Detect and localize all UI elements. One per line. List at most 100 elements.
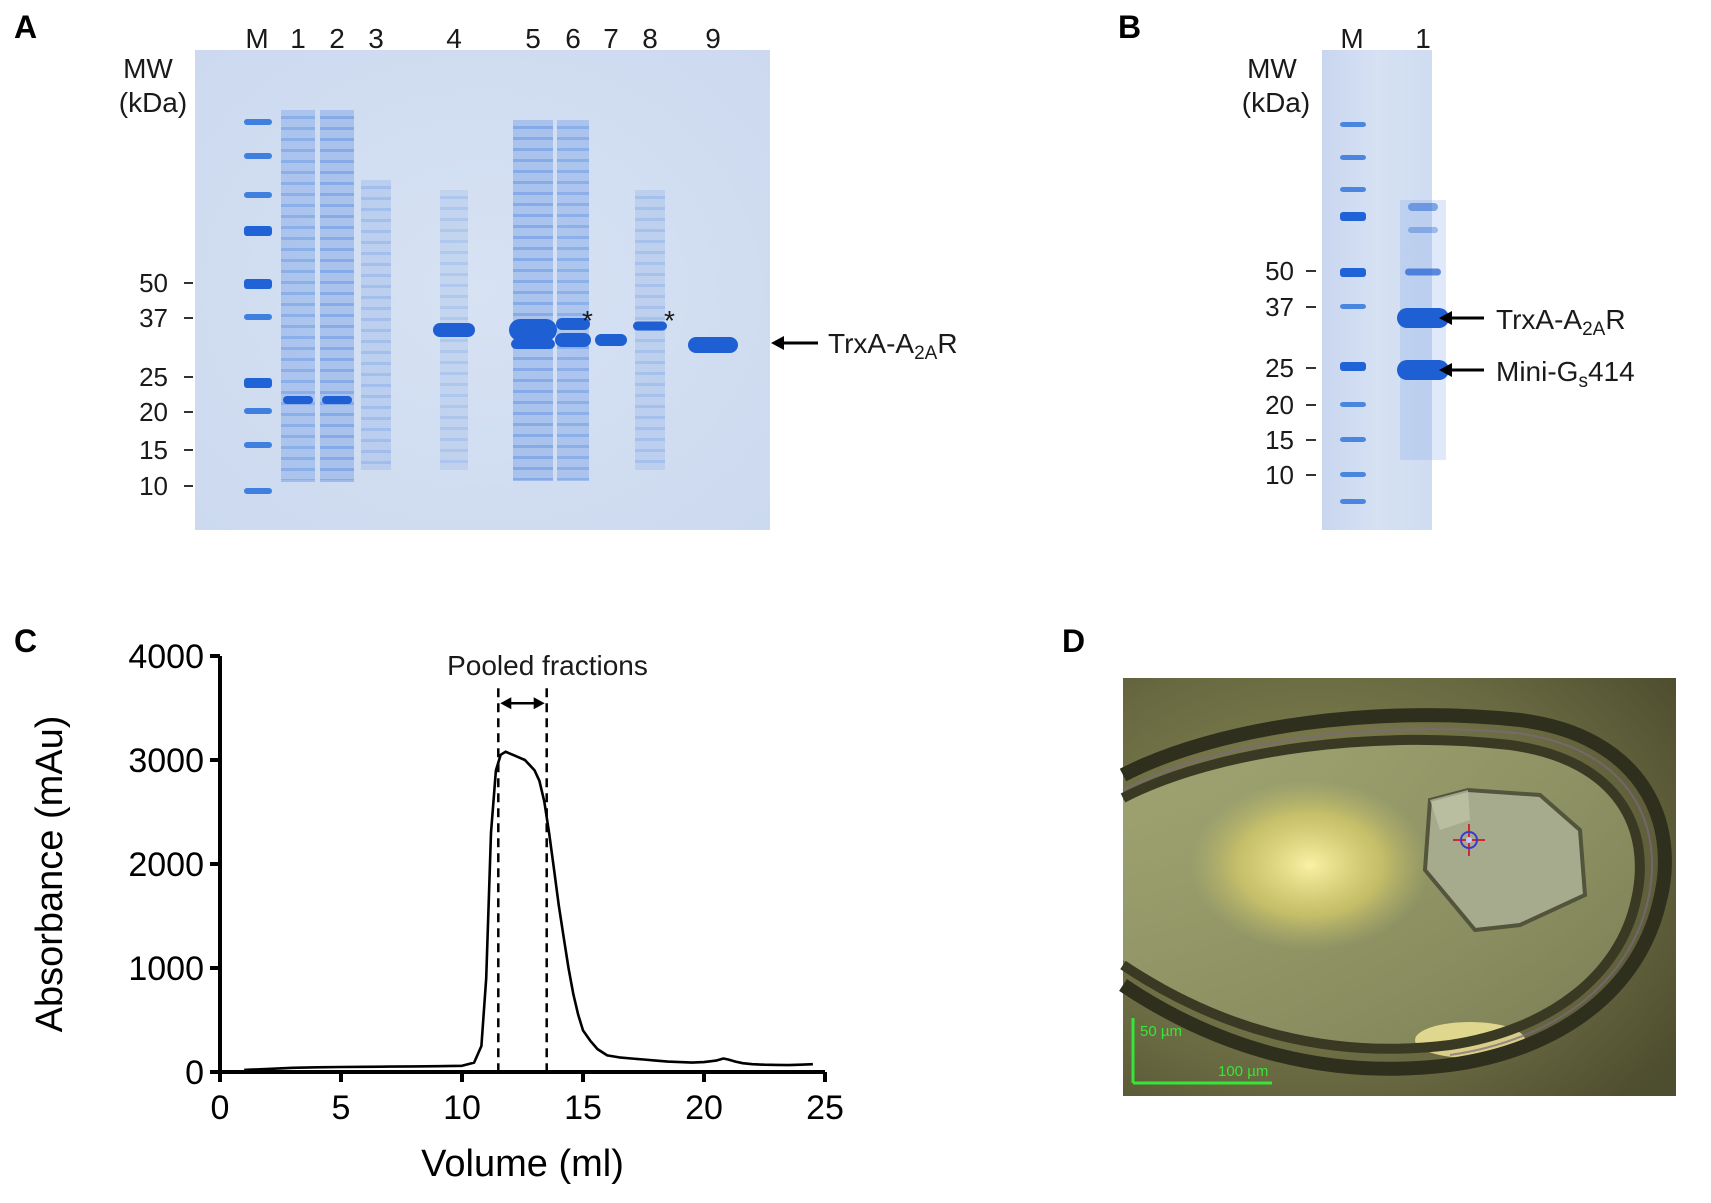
smear-band: [513, 313, 553, 316]
y-tick-label: 3000: [128, 742, 204, 780]
smear-band: [440, 306, 468, 309]
y-tick-label: 0: [185, 1054, 204, 1092]
smear-band: [320, 248, 354, 251]
smear-band: [557, 137, 589, 140]
smear-band: [635, 229, 665, 232]
ladder-band: [1340, 472, 1366, 477]
smear-band: [557, 346, 589, 349]
ladder-band: [1340, 437, 1366, 442]
lane-label-4: 4: [446, 23, 462, 54]
arrow-trxa-a: [771, 336, 818, 350]
smear-band: [361, 307, 391, 310]
mw-marker-15: 15: [139, 435, 168, 465]
smear-band: [440, 284, 468, 287]
smear-band: [320, 259, 354, 262]
crosshair-icon: [1453, 824, 1485, 856]
smear-band: [557, 357, 589, 360]
smear-band: [361, 208, 391, 211]
lane-smear: [320, 110, 354, 480]
smear-band: [635, 383, 665, 386]
ladder-band: [1340, 499, 1366, 504]
smear-band: [440, 460, 468, 463]
smear-band: [513, 478, 553, 481]
smear-band: [320, 193, 354, 196]
gel-a: [195, 50, 770, 530]
smear-band: [635, 218, 665, 221]
smear-band: [513, 302, 553, 305]
ladder-band: [1340, 362, 1366, 371]
smear-band: [440, 427, 468, 430]
ladder-band: [1340, 268, 1366, 277]
smear-band: [440, 372, 468, 375]
lane-label-1: 1: [290, 23, 306, 54]
smear-band: [320, 204, 354, 207]
smear-band: [635, 350, 665, 353]
smear-band: [513, 291, 553, 294]
smear-band: [320, 237, 354, 240]
gel-a-mw-label: MW: [123, 53, 173, 84]
smear-band: [513, 357, 553, 360]
smear-band: [320, 182, 354, 185]
smear-band: [440, 438, 468, 441]
smear-band: [440, 240, 468, 243]
protein-band: [1405, 268, 1441, 276]
protein-band: [1408, 203, 1438, 211]
smear-band: [361, 406, 391, 409]
smear-band: [281, 215, 315, 218]
smear-band: [513, 192, 553, 195]
smear-band: [320, 292, 354, 295]
smear-band: [440, 383, 468, 386]
smear-band: [320, 424, 354, 427]
ladder-band: [244, 226, 272, 236]
lane-label-M: M: [1340, 23, 1363, 54]
ladder-band: [244, 442, 272, 448]
smear-band: [320, 336, 354, 339]
smear-band: [557, 247, 589, 250]
smear-band: [635, 372, 665, 375]
smear-band: [440, 416, 468, 419]
smear-band: [513, 247, 553, 250]
smear-band: [320, 446, 354, 449]
smear-band: [281, 171, 315, 174]
ladder-band: [1340, 212, 1366, 221]
ladder-band: [244, 153, 272, 159]
ladder-band: [1340, 304, 1366, 309]
smear-band: [281, 281, 315, 284]
smear-band: [513, 412, 553, 415]
panel-b-letter: B: [1118, 9, 1141, 45]
panel-c-letter: C: [14, 623, 37, 659]
protein-band: [556, 318, 590, 330]
panel-d: D 50 µm: [1062, 623, 1676, 1096]
smear-band: [320, 149, 354, 152]
smear-band: [361, 351, 391, 354]
smear-band: [281, 435, 315, 438]
scale-bar-horizontal-label: 100 µm: [1218, 1063, 1268, 1080]
smear-band: [320, 347, 354, 350]
lane-smear: [557, 120, 589, 480]
smear-band: [320, 171, 354, 174]
smear-band: [440, 405, 468, 408]
smear-band: [281, 237, 315, 240]
mw-marker-50: 50: [1265, 256, 1294, 286]
ladder-band: [244, 408, 272, 414]
smear-band: [440, 262, 468, 265]
smear-band: [513, 368, 553, 371]
crystal: [1422, 787, 1588, 933]
smear-band: [281, 347, 315, 350]
arrowhead-left: [500, 697, 512, 710]
pooled-fractions-label: Pooled fractions: [447, 650, 648, 681]
smear-band: [440, 350, 468, 353]
smear-band: [557, 368, 589, 371]
protein-band: [433, 323, 475, 337]
smear-band: [440, 196, 468, 199]
smear-band: [281, 479, 315, 482]
scale-bar: 50 µm 100 µm: [1131, 1018, 1272, 1085]
smear-band: [557, 467, 589, 470]
smear-band: [557, 258, 589, 261]
smear-band: [320, 325, 354, 328]
smear-band: [635, 262, 665, 265]
lane-label-3: 3: [368, 23, 384, 54]
gel-a-mw-markers: 50 37 25 20 15 10: [139, 268, 193, 501]
smear-band: [513, 401, 553, 404]
